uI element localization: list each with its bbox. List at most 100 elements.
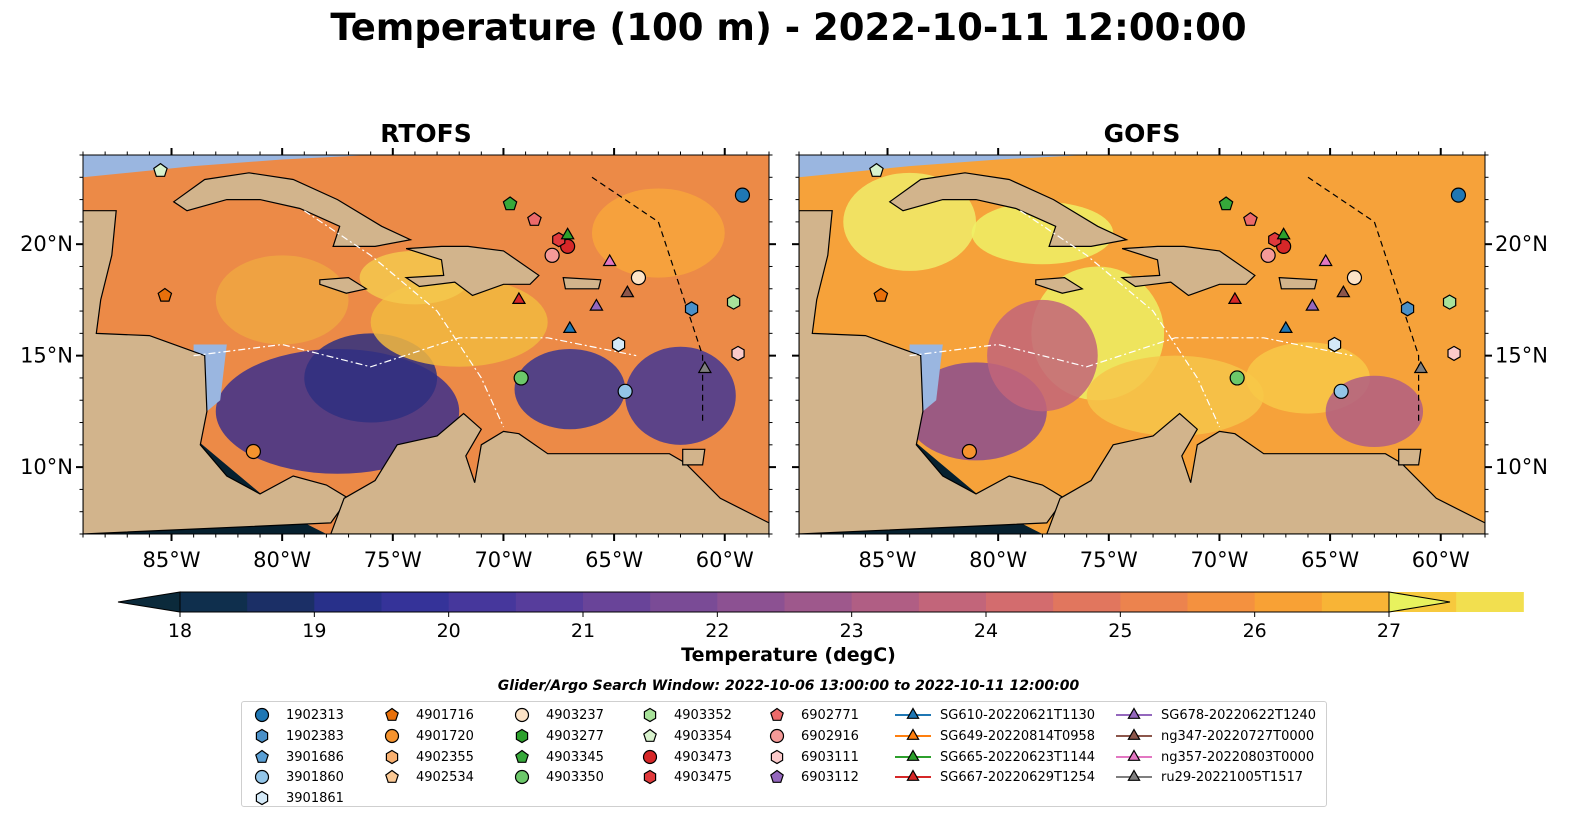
legend-marker bbox=[1127, 748, 1141, 761]
legend-marker bbox=[385, 749, 399, 764]
y-tick-label: 20°N bbox=[1495, 232, 1548, 256]
x-tick-label: 65°W bbox=[1301, 548, 1359, 572]
hexagon-marker-icon bbox=[255, 728, 269, 743]
pentagon-marker-icon bbox=[770, 770, 784, 784]
legend-marker bbox=[770, 749, 784, 764]
x-tick-label: 85°W bbox=[143, 548, 201, 572]
legend-marker bbox=[514, 707, 530, 723]
x-tick-label: 65°W bbox=[585, 548, 643, 572]
triangle-marker-icon bbox=[895, 707, 931, 719]
obs-6902916 bbox=[544, 247, 560, 263]
legend-marker bbox=[255, 728, 269, 743]
obs-SG667-20220629T1254 bbox=[511, 291, 527, 304]
obs-4903475 bbox=[1268, 232, 1282, 248]
obs-SG610-20220621T1130 bbox=[562, 320, 577, 333]
obs-SG678-20220622T1240 bbox=[1305, 298, 1320, 311]
obs-4903237 bbox=[1346, 270, 1363, 286]
legend-label: SG665-20220623T1144 bbox=[940, 749, 1096, 765]
legend-marker bbox=[254, 770, 270, 785]
shelf bbox=[83, 155, 371, 178]
hexagon-marker-icon bbox=[770, 749, 784, 764]
colorbar-tick-label: 20 bbox=[437, 620, 461, 642]
obs-4903345 bbox=[502, 196, 518, 211]
obs-4903345 bbox=[1218, 196, 1234, 211]
pentagon-marker-icon bbox=[770, 707, 784, 721]
colorbar-tick-label: 27 bbox=[1377, 620, 1401, 642]
obs-3901861 bbox=[1327, 336, 1342, 353]
legend-marker bbox=[515, 728, 529, 743]
land-puertoRico bbox=[1278, 276, 1318, 290]
y-tick-label: 10°N bbox=[1495, 455, 1548, 479]
obs-4901720 bbox=[961, 443, 977, 460]
colorbar-tick-label: 21 bbox=[571, 620, 595, 642]
legend-label: 4903345 bbox=[546, 749, 604, 765]
legend-label: 1902313 bbox=[286, 708, 344, 723]
obs-4903475 bbox=[552, 232, 566, 248]
obs-1902383 bbox=[1400, 301, 1415, 317]
temperature-patch bbox=[591, 188, 725, 278]
legend-label: 4903237 bbox=[546, 708, 604, 723]
legend-marker bbox=[643, 770, 657, 785]
legend-label: 4903473 bbox=[674, 749, 732, 765]
colorbar-bin bbox=[583, 592, 651, 612]
figure-title: Temperature (100 m) - 2022-10-11 12:00:0… bbox=[330, 6, 1247, 49]
colorbar-bin bbox=[784, 592, 853, 612]
legend-label: ng357-20220803T0000 bbox=[1161, 749, 1315, 765]
y-tick-label: 15°N bbox=[1495, 344, 1548, 368]
obs-ng347-20220727T0000 bbox=[620, 284, 635, 298]
legend-label: 6903111 bbox=[801, 749, 859, 765]
legend: 1902313 1902383 3901686 3901860 3901861 49017… bbox=[241, 701, 1327, 807]
colorbar-label: Temperature (degC) bbox=[681, 644, 896, 666]
legend-marker bbox=[384, 728, 400, 743]
boundary-line bbox=[909, 337, 1353, 368]
legend-marker bbox=[906, 748, 920, 761]
legend-marker bbox=[385, 770, 399, 784]
obs-4903354 bbox=[869, 162, 884, 177]
circle-marker-icon bbox=[642, 749, 658, 764]
isobath-line bbox=[1307, 176, 1420, 423]
obs-ng357-20220803T0000 bbox=[602, 253, 617, 267]
legend-marker bbox=[906, 769, 920, 782]
legend-marker bbox=[643, 707, 657, 723]
land-southAmerica bbox=[330, 412, 769, 534]
colorbar-bin bbox=[986, 592, 1054, 612]
legend-marker bbox=[643, 728, 657, 742]
legend-label: SG678-20220622T1240 bbox=[1161, 708, 1317, 723]
obs-3901860 bbox=[1333, 383, 1349, 399]
circle-marker-icon bbox=[514, 770, 530, 785]
obs-ru29-20221005T1517 bbox=[697, 360, 712, 374]
obs-SG667-20220629T1254 bbox=[1227, 291, 1243, 304]
colorbar-bin bbox=[717, 592, 785, 612]
circle-marker-icon bbox=[384, 728, 400, 743]
obs-1902313 bbox=[1450, 187, 1467, 203]
legend-label: SG610-20220621T1130 bbox=[940, 708, 1096, 723]
colorbar-bin bbox=[650, 592, 718, 612]
pentagon-marker-icon bbox=[515, 749, 529, 763]
legend-marker bbox=[1127, 769, 1141, 782]
legend-marker bbox=[1127, 728, 1141, 740]
obs-6902916 bbox=[1260, 247, 1276, 263]
colorbar-tick-label: 18 bbox=[168, 620, 192, 642]
legend-label: 4901716 bbox=[416, 708, 474, 723]
obs-6903111 bbox=[1447, 345, 1461, 362]
pentagon-marker-icon bbox=[255, 749, 269, 763]
legend-marker bbox=[906, 707, 920, 719]
obs-ru29-20221005T1517 bbox=[1413, 360, 1428, 374]
temperature-patch bbox=[625, 346, 736, 445]
obs-SG610-20220621T1130 bbox=[1278, 320, 1293, 333]
legend-marker bbox=[385, 707, 399, 721]
obs-4903352 bbox=[1442, 294, 1457, 310]
x-tick-label: 75°W bbox=[364, 548, 422, 572]
obs-1902313 bbox=[734, 187, 751, 203]
obs-6902771 bbox=[1243, 211, 1258, 226]
obs-4903350 bbox=[513, 370, 529, 386]
x-tick-label: 60°W bbox=[1412, 548, 1470, 572]
obs-4901716 bbox=[873, 287, 889, 302]
circle-marker-icon bbox=[769, 728, 785, 743]
colorbar-tick-label: 25 bbox=[1108, 620, 1132, 642]
land-jamaica bbox=[319, 276, 368, 294]
obs-ng357-20220803T0000 bbox=[1318, 253, 1333, 267]
colorbar-bin bbox=[314, 592, 382, 612]
colorbar-bin bbox=[515, 592, 584, 612]
